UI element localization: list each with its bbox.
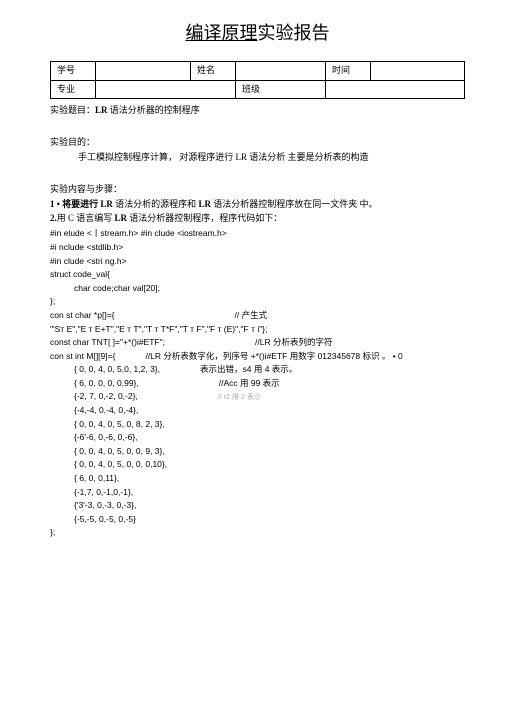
code-line: {'3'-3, 0,-3, 0,-3}, — [50, 499, 465, 513]
cell-label: 班级 — [236, 80, 326, 99]
code-line: #i nclude <stdlib.h> — [50, 241, 465, 255]
step-1: 1 • 将要进行 LR 语法分析的源程序和 LR 语法分析器控制程序放在同一文件… — [50, 197, 465, 211]
code-line: #in elude <丨stream.h> #in clude <iostrea… — [50, 227, 465, 241]
cell-value — [371, 62, 465, 81]
code-line: { 6, 0, 0, 0, 0,99},//Acc 用 99 表示 — [50, 377, 465, 391]
code-line: { 6, 0, 0,11}, — [50, 472, 465, 486]
code-line: struct code_val{ — [50, 268, 465, 282]
code-line: { 0, 0, 4, 0, 5, 0, 0, 9, 3}, — [50, 445, 465, 459]
code-line: #in clude <stri ng.h> — [50, 255, 465, 269]
code-line: char code;char val[20]; — [50, 282, 465, 296]
topic-bold: LR — [95, 105, 108, 115]
code-line: {-6'-6, 0,-6, 0,-6}, — [50, 431, 465, 445]
code-line: const char TNT[ ]="+*()i#ETF";//LR 分析表列的… — [50, 336, 465, 350]
steps-heading: 实验内容与步骤： — [50, 182, 465, 196]
table-row: 学号 姓名 时间 — [51, 62, 465, 81]
code-line: con st int M[][9]={//LR 分析表数字化，列序号 +*()i… — [50, 350, 465, 364]
info-table: 学号 姓名 时间 专业 班级 — [50, 61, 465, 99]
topic-label: 实验题目： — [50, 105, 95, 115]
cell-value — [326, 80, 465, 99]
cell-value — [236, 62, 326, 81]
code-line: con st char *p[]={// 产生式 — [50, 309, 465, 323]
code-line: '"Sт E","E т E+T","E т T","T т T*F","T т… — [50, 323, 465, 337]
purpose-text: 手工模拟控制程序计算， 对源程序进行 LR 语法分析 主要是分析表的构造 — [50, 150, 465, 164]
code-block: #in elude <丨stream.h> #in clude <iostrea… — [50, 227, 465, 540]
code-comment: // r2 用-2 表示 — [218, 394, 261, 401]
page-title: 编译原理实验报告 — [50, 20, 465, 47]
purpose-heading: 实验目的： — [50, 135, 465, 149]
code-comment: // 产生式 — [235, 310, 268, 320]
cell-value — [96, 62, 191, 81]
code-line: {-5,-5, 0,-5, 0,-5} — [50, 513, 465, 527]
cell-label: 学号 — [51, 62, 96, 81]
code-line: }; — [50, 295, 465, 309]
cell-value — [96, 80, 236, 99]
cell-label: 姓名 — [191, 62, 236, 81]
experiment-topic: 实验题目：LR 语法分析器的控制程序 — [50, 103, 465, 117]
title-underline: 编译原理 — [186, 23, 258, 43]
code-line: {-1,7, 0,-1,0,-1}, — [50, 486, 465, 500]
code-comment: 表示出错，s4 用 4 表示。 — [200, 364, 297, 374]
code-line: {-4,-4, 0,-4, 0,-4}, — [50, 404, 465, 418]
code-comment: //Acc 用 99 表示 — [219, 378, 280, 388]
step-2: 2.用 C 语言编写 LR 语法分析器控制程序，程序代码如下： — [50, 211, 465, 225]
cell-label: 专业 — [51, 80, 96, 99]
code-comment: //LR 分析表列的字符 — [255, 337, 332, 347]
code-comment: //LR 分析表数字化，列序号 +*()i#ETF 用数字 012345678 … — [145, 351, 402, 361]
title-rest: 实验报告 — [258, 23, 330, 43]
code-line: }; — [50, 526, 465, 540]
code-line: {-2, 7, 0,-2, 0,-2},// r2 用-2 表示 — [50, 390, 465, 404]
code-line: { 0, 0, 4, 0, 5, 0, 8, 2, 3}, — [50, 418, 465, 432]
cell-label: 时间 — [326, 62, 371, 81]
code-line: { 0, 0, 4, 0, 5, 0, 0, 0,10}, — [50, 458, 465, 472]
table-row: 专业 班级 — [51, 80, 465, 99]
topic-rest: 语法分析器的控制程序 — [108, 105, 200, 115]
code-line: { 0, 0, 4, 0, 5,0, 1,2, 3},表示出错，s4 用 4 表… — [50, 363, 465, 377]
